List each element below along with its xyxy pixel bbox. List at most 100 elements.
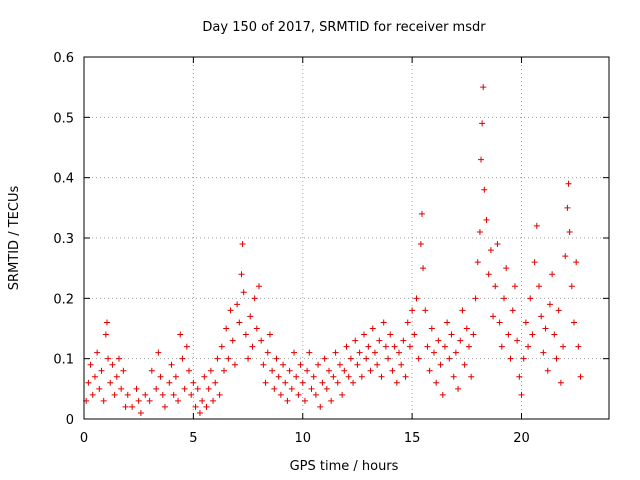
data-point [172,373,179,380]
data-point [439,391,446,398]
data-point [284,397,291,404]
data-point [137,409,144,416]
data-points [83,84,584,416]
data-point [507,355,514,362]
data-point [562,253,569,260]
data-point [183,343,190,350]
data-point [341,367,348,374]
data-point [166,379,173,386]
x-tick-label: 0 [80,431,88,446]
data-point [444,319,451,326]
data-point [418,210,425,217]
data-point [363,355,370,362]
data-point [374,361,381,368]
data-point [553,355,560,362]
data-point [345,373,352,380]
data-point [98,367,105,374]
data-point [389,367,396,374]
data-point [459,307,466,314]
data-point [376,337,383,344]
data-point [118,385,125,392]
data-point [406,343,413,350]
data-point [393,379,400,386]
data-point [485,271,492,278]
data-point [306,349,313,356]
data-point [518,391,525,398]
data-point [264,349,271,356]
data-point [339,391,346,398]
data-point [455,385,462,392]
data-point [234,301,241,308]
data-point [417,241,424,248]
data-point [266,331,273,338]
data-point [542,325,549,332]
data-point [505,331,512,338]
data-point [199,397,206,404]
data-point [186,367,192,374]
data-point [236,319,243,326]
data-point [146,397,153,404]
data-point [531,259,538,266]
y-tick-label: 0 [66,413,74,428]
data-point [315,361,322,368]
data-point [326,367,332,374]
data-point [334,379,341,386]
data-point [400,337,407,344]
y-tick-label: 0.5 [53,111,74,126]
data-point [529,331,536,338]
x-tick-label: 5 [189,431,197,446]
data-point [466,343,472,350]
x-tick-label: 20 [513,431,530,446]
data-point [301,397,308,404]
data-point [494,241,501,248]
data-point [239,241,246,248]
data-point [452,349,459,356]
data-point [153,385,160,392]
data-point [218,343,225,350]
data-point [242,331,249,338]
data-point [457,337,464,344]
data-point [378,373,385,380]
data-point [297,361,304,368]
data-point [336,361,343,368]
data-point [148,367,155,374]
data-point [577,373,584,380]
data-point [538,313,545,320]
data-point [525,343,532,350]
data-point [361,331,367,338]
data-point [568,283,575,290]
data-point [293,373,300,380]
data-point [109,361,116,368]
data-point [365,343,372,350]
data-point [223,325,230,332]
data-point [367,367,374,374]
data-point [549,271,556,278]
data-point [96,385,103,392]
data-point [428,325,435,332]
data-point [240,289,247,296]
data-point [100,397,107,404]
data-point [431,349,437,356]
data-point [435,337,442,344]
data-point [476,228,483,235]
data-point [129,403,136,410]
data-point [437,361,444,368]
data-point [533,222,540,229]
data-point [461,361,468,368]
data-point [212,379,219,386]
data-point [468,373,475,380]
data-point [291,349,297,356]
data-point [540,349,547,356]
grid-lines [84,57,609,419]
data-point [492,283,499,290]
data-point [330,373,337,380]
data-point [522,319,529,326]
data-point [288,385,295,392]
data-point [369,325,376,332]
y-tick-label: 0.2 [53,292,74,307]
data-point [474,259,481,266]
data-point [426,367,433,374]
data-point [273,355,280,362]
data-point [192,403,199,410]
